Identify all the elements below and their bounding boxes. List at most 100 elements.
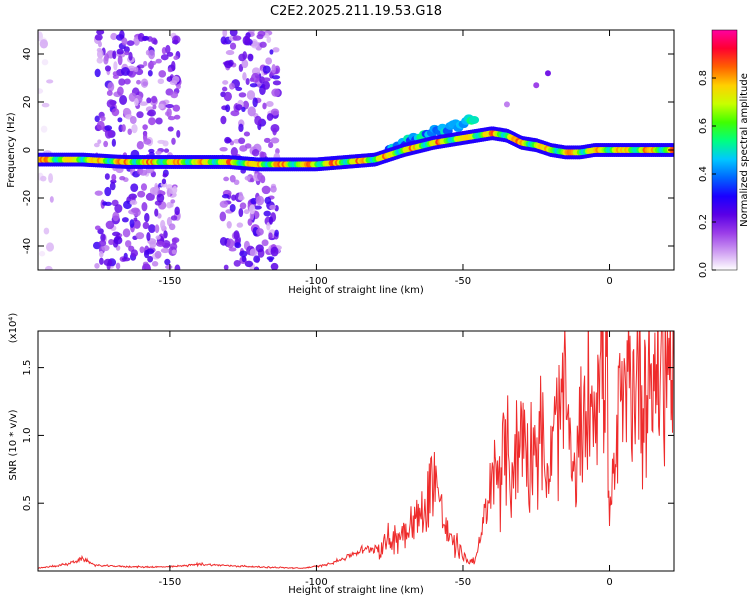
spectrogram-noise-cell	[140, 183, 148, 191]
spectrogram-noise-cell	[160, 219, 166, 230]
spectrogram-noise-cell	[223, 176, 230, 182]
spectrogram-noise-cell	[268, 216, 274, 225]
spectrogram-noise-cell	[147, 61, 155, 70]
spectrogram-noise-cell	[230, 147, 238, 157]
spectrogram-noise-cell	[172, 185, 178, 194]
spectrogram-noise-cell	[234, 242, 242, 249]
spectrogram-noise-cell	[143, 60, 148, 67]
spectrogram-noise-cell	[151, 95, 158, 104]
spectrogram-noise-cell	[122, 228, 131, 238]
spectrogram-noise-cell	[157, 78, 165, 85]
spectrogram-noise-cell	[105, 220, 115, 230]
spectrogram-noise-cell	[219, 200, 229, 208]
spectrogram-noise-cell	[241, 59, 249, 69]
spectrogram-noise-cell	[176, 84, 181, 90]
spectrogram-noise-cell	[238, 92, 247, 98]
spectrogram-noise-cell	[270, 108, 280, 116]
spectrogram-noise-cell	[173, 114, 181, 120]
spectrogram-noise-cell	[238, 123, 244, 133]
spectrogram-noise-cell	[272, 127, 277, 136]
spectrogram-noise-cell	[262, 102, 267, 110]
spectrogram-noise-cell	[262, 65, 271, 74]
spectrogram-noise-cell	[158, 103, 165, 110]
spectrogram-noise-cell	[243, 209, 250, 215]
spectrogram-noise-cell	[219, 211, 227, 222]
spectrogram-noise-cell	[49, 196, 54, 203]
spectrogram-noise-cell	[223, 264, 229, 270]
spectrogram-noise-cell	[133, 217, 138, 222]
spectrogram-noise-cell	[254, 115, 262, 126]
spectrogram-noise-cell	[117, 117, 123, 123]
y-tick-label: 0.5	[22, 495, 33, 511]
spectrogram-noise-cell	[39, 250, 46, 257]
spectrogram-noise-cell	[135, 232, 145, 240]
spectrogram-noise-cell	[43, 227, 50, 235]
spectrogram-noise-cell	[262, 80, 270, 90]
spectrogram-noise-cell	[148, 224, 156, 234]
spectrogram-noise-cell	[231, 194, 237, 201]
spectrogram-noise-cell	[38, 31, 44, 42]
x-tick-label: -150	[159, 276, 182, 287]
spectrogram-noise-cell	[172, 238, 177, 245]
spectrogram-noise-cell	[112, 231, 121, 237]
spectrogram-noise-cell	[41, 59, 49, 66]
spectrogram-noise-cell	[115, 262, 121, 270]
spectrogram-noise-cell	[270, 246, 279, 257]
spectrogram-noise-cell	[271, 88, 281, 97]
spectrogram-noise-cell	[229, 30, 238, 37]
spectrogram-noise-cell	[100, 233, 106, 242]
spectrogram-noise-cell	[126, 40, 135, 46]
snr-series-line	[38, 331, 674, 570]
spectrogram-noise-cell	[266, 36, 272, 44]
spectrogram-noise-cell	[257, 172, 263, 181]
spectrogram-noise-cell	[226, 220, 232, 229]
spectrogram-noise-cell	[113, 236, 123, 245]
spectrogram-noise-cell	[262, 77, 271, 82]
x-tick-label: 0	[606, 276, 612, 287]
spectrogram-noise-cell	[244, 175, 251, 181]
spectrogram-noise-cell	[148, 117, 156, 126]
spectrogram-noise-cell	[127, 128, 132, 135]
spectrogram-noise-cell	[161, 178, 167, 185]
colorbar-tick-label: 0.0	[698, 262, 709, 278]
spectrogram-isolated-point	[533, 82, 540, 89]
spectrogram-noise-cell	[100, 115, 106, 122]
spectrogram-noise-cell	[221, 86, 228, 92]
spectrogram-noise-cell	[154, 208, 159, 217]
spectrogram-noise-cell	[155, 58, 162, 64]
spectrogram-noise-cell	[249, 204, 256, 215]
spectrogram-noise-cell	[239, 202, 247, 210]
spectrogram-noise-cell	[143, 249, 150, 259]
spectrogram-noise-cell	[94, 225, 101, 231]
spectrogram-noise-cell	[94, 190, 103, 196]
spectrogram-noise-cell	[104, 125, 113, 131]
spectrogram-noise-cell	[164, 258, 171, 266]
spectrogram-noise-cell	[139, 246, 145, 254]
x-tick-label: -50	[455, 276, 471, 287]
spectrogram-noise-cell	[157, 213, 162, 219]
spectrogram-noise-cell	[131, 124, 138, 134]
spectrogram-noise-cell	[142, 124, 148, 130]
spectrogram-noise-cell	[255, 195, 265, 206]
spectrogram-noise-cell	[136, 111, 144, 119]
spectrogram-noise-cell	[133, 66, 139, 73]
spectrogram-noise-cell	[220, 115, 227, 125]
spectrogram-noise-cell	[249, 248, 258, 257]
spectrogram-noise-cell	[261, 185, 271, 195]
spectrogram-noise-cell	[266, 113, 274, 121]
spectrogram-noise-cell	[229, 82, 235, 90]
spectrogram-noise-cell	[219, 147, 228, 152]
spectrogram-noise-cell	[228, 247, 237, 252]
spectrogram-noise-cell	[104, 128, 113, 139]
spectrogram-noise-cell	[110, 32, 118, 41]
spectrogram-noise-cell	[270, 185, 277, 193]
y-tick-label: 20	[22, 96, 33, 109]
spectrogram-noise-cell	[98, 250, 104, 258]
spectrogram-noise-cell	[252, 97, 258, 108]
spectrogram-noise-cell	[146, 111, 155, 116]
spectrogram-noise-cell	[113, 61, 118, 71]
spectrogram-noise-cell	[272, 80, 282, 86]
spectrogram-noise-cell	[265, 57, 273, 65]
spectrogram-noise-cell	[144, 212, 150, 223]
spectrogram-noise-cell	[255, 244, 264, 253]
